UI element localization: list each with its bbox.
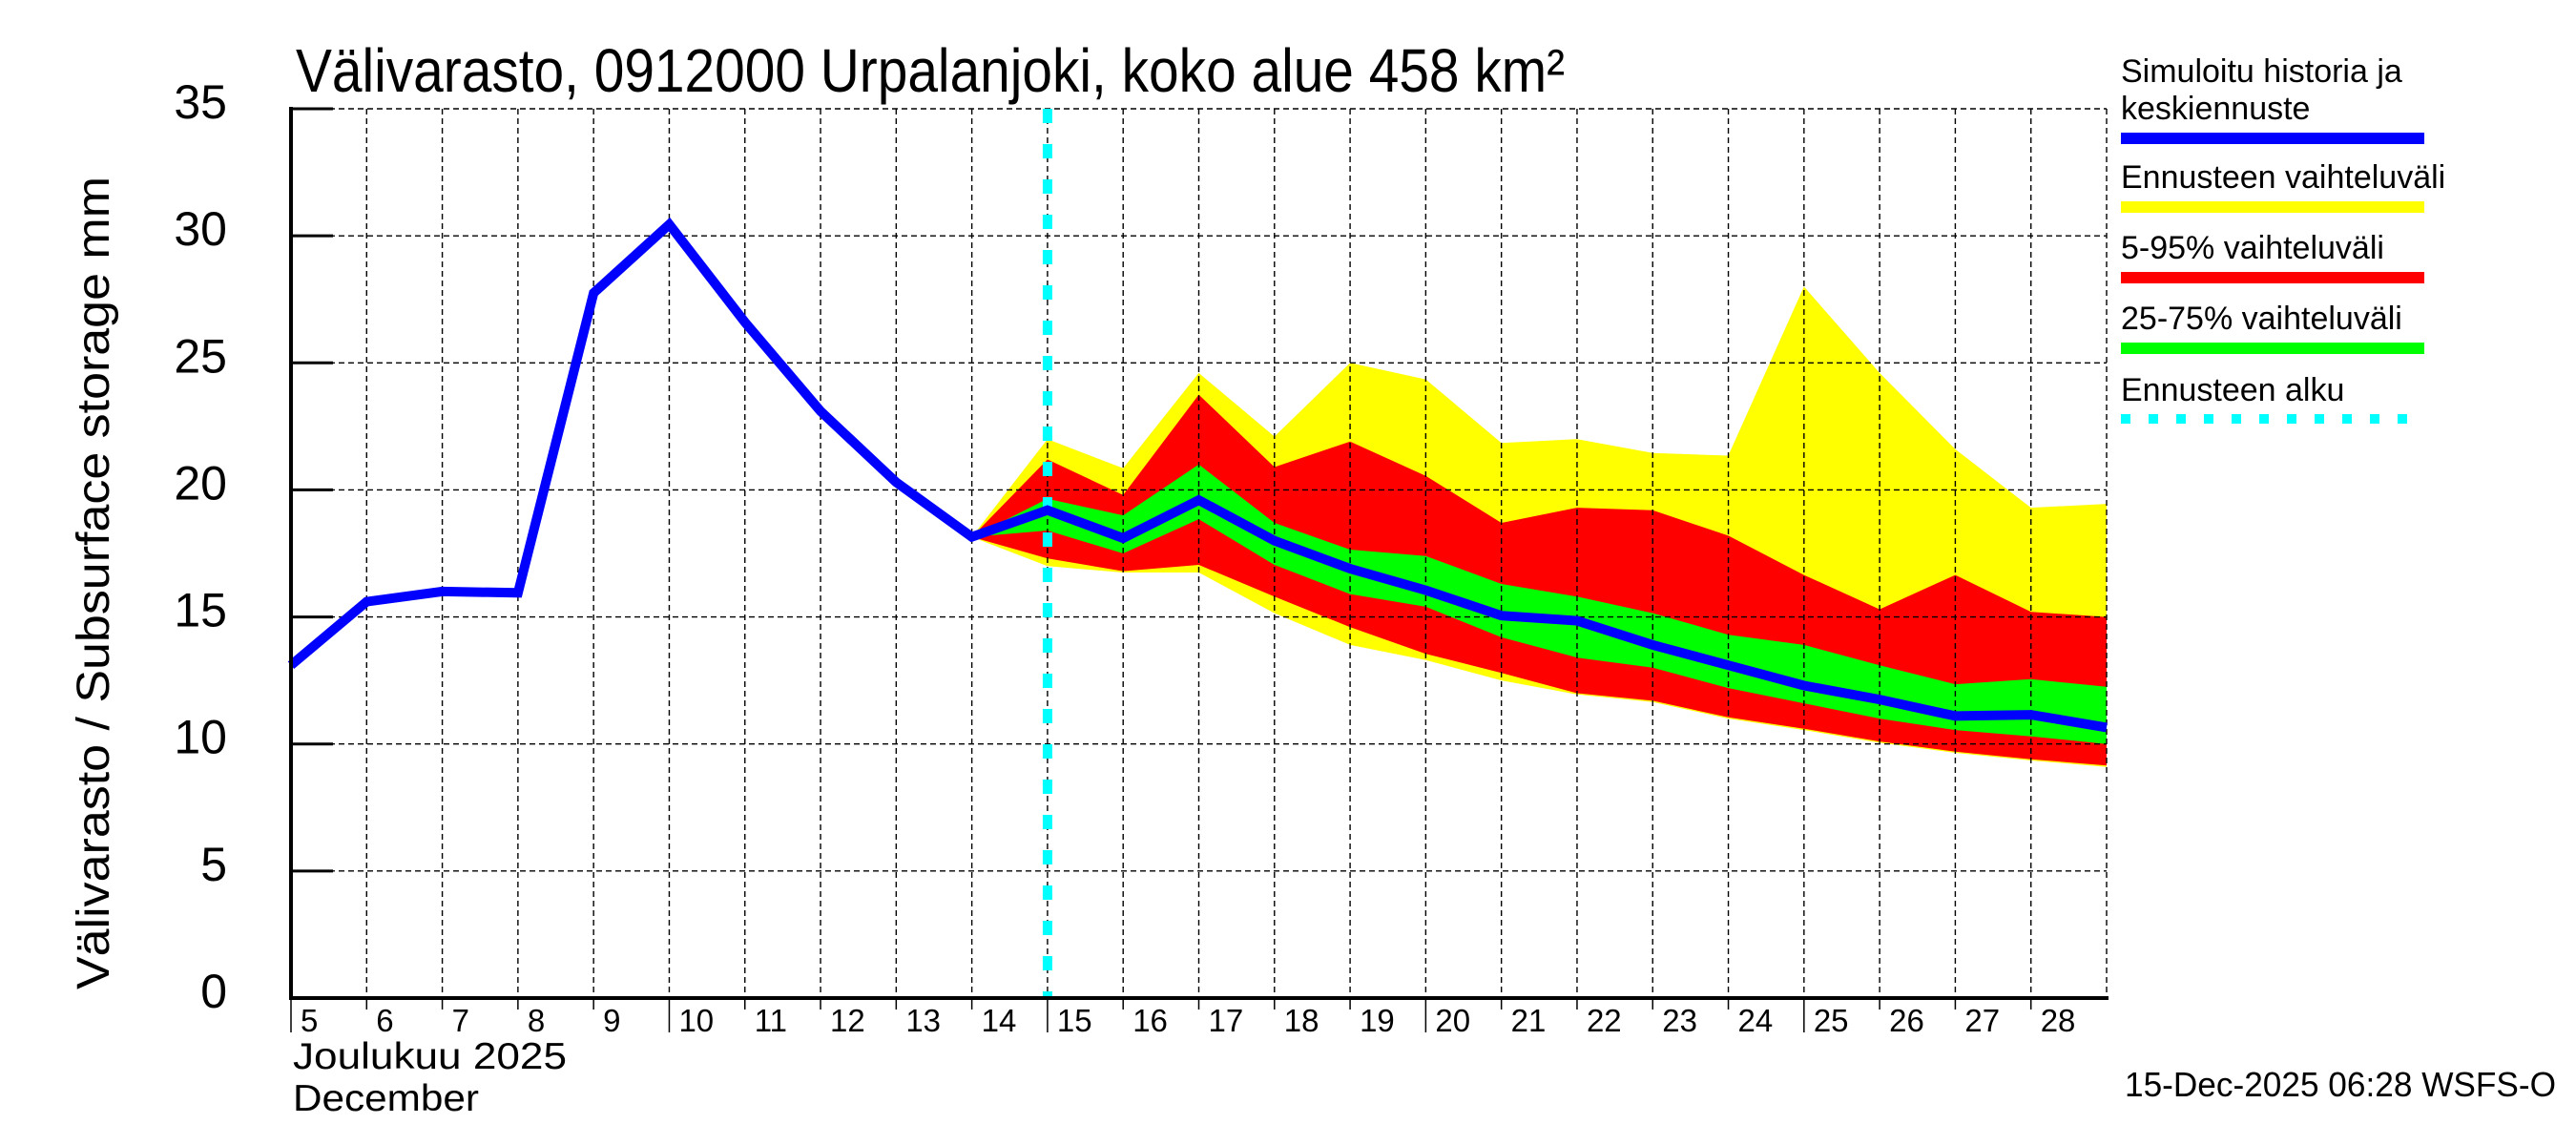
y-tick-label: 25 (174, 329, 227, 383)
x-tick-label: 17 (1209, 1003, 1244, 1038)
legend-label: 25-75% vaihteluväli (2121, 301, 2402, 337)
x-tick-label: 6 (376, 1003, 393, 1038)
x-tick-label: 12 (830, 1003, 865, 1038)
x-tick-label: 14 (982, 1003, 1017, 1038)
y-tick-label: 30 (174, 202, 227, 256)
x-tick-label: 7 (452, 1003, 469, 1038)
legend-label: 5-95% vaihteluväli (2121, 230, 2384, 266)
legend-swatch (2121, 343, 2424, 354)
timestamp: 15-Dec-2025 06:28 WSFS-O (2125, 1065, 2556, 1104)
y-tick-label: 35 (174, 75, 227, 129)
legend-item: Ennusteen vaihteluväli (2121, 159, 2445, 213)
y-tick-label: 10 (174, 711, 227, 764)
x-axis-month-en: December (293, 1078, 479, 1119)
series-lines (287, 109, 2108, 998)
legend-swatch (2121, 133, 2424, 144)
x-tick-label: 15 (1057, 1003, 1092, 1038)
y-axis-title: Välivarasto / Subsurface storage mm (69, 177, 119, 989)
x-tick-label: 23 (1662, 1003, 1697, 1038)
x-tick-label: 22 (1587, 1003, 1622, 1038)
legend-label: Simuloitu historia ja (2121, 53, 2402, 90)
x-tick-label: 16 (1132, 1003, 1168, 1038)
x-tick-label: 27 (1964, 1003, 2000, 1038)
x-axis-ticks: 5 6 7 8 9 10 11 12 13 14 15 16 17 18 19 20 21 22 23 24 25 26 2… (290, 998, 2076, 1038)
legend-item: 5-95% vaihteluväli (2121, 230, 2424, 283)
x-tick-label: 10 (678, 1003, 714, 1038)
legend-item: Ennusteen alku (2121, 372, 2424, 424)
y-axis-ticks: 0 5 10 15 20 25 30 35 (174, 75, 333, 1018)
x-tick-label: 25 (1814, 1003, 1849, 1038)
chart-title: Välivarasto, 0912000 Urpalanjoki, koko a… (296, 36, 1565, 105)
y-tick-label: 5 (200, 838, 227, 891)
x-tick-label: 26 (1889, 1003, 1924, 1038)
grid-lines (291, 108, 2108, 998)
y-tick-label: 0 (200, 965, 227, 1018)
legend-label: Ennusteen alku (2121, 372, 2344, 408)
legend-swatch (2121, 201, 2424, 213)
x-tick-label: 24 (1738, 1003, 1774, 1038)
x-tick-label: 5 (301, 1003, 318, 1038)
y-tick-label: 15 (174, 584, 227, 637)
x-tick-label: 11 (755, 1003, 787, 1038)
x-tick-label: 18 (1284, 1003, 1319, 1038)
legend-item: 25-75% vaihteluväli (2121, 301, 2424, 354)
x-tick-label: 21 (1511, 1003, 1547, 1038)
x-axis-month-fi: Joulukuu 2025 (293, 1036, 567, 1077)
legend-swatch (2121, 272, 2424, 283)
x-tick-label: 28 (2041, 1003, 2076, 1038)
legend-label: keskiennuste (2121, 91, 2310, 127)
legend-label: Ennusteen vaihteluväli (2121, 159, 2445, 196)
x-tick-label: 20 (1435, 1003, 1470, 1038)
x-tick-label: 9 (603, 1003, 620, 1038)
x-tick-label: 13 (905, 1003, 941, 1038)
x-tick-label: 8 (528, 1003, 545, 1038)
y-tick-label: 20 (174, 456, 227, 510)
x-tick-label: 19 (1360, 1003, 1395, 1038)
